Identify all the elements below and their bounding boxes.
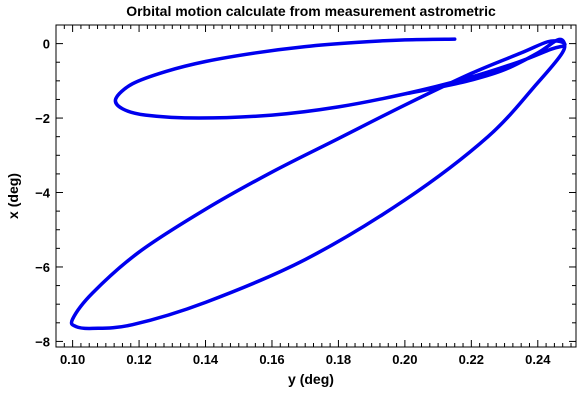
x-tick-label: 0.10 bbox=[60, 352, 85, 367]
x-tick-label: 0.16 bbox=[259, 352, 284, 367]
y-tick-label: −2 bbox=[35, 111, 50, 126]
series-group bbox=[69, 37, 567, 331]
chart-title: Orbital motion calculate from measuremen… bbox=[126, 3, 496, 19]
x-tick-label: 0.22 bbox=[459, 352, 484, 367]
y-tick-label: −6 bbox=[35, 260, 50, 275]
x-axis-label: y (deg) bbox=[288, 371, 334, 387]
y-tick-label: −4 bbox=[35, 186, 51, 201]
y-axis-label: x (deg) bbox=[5, 173, 21, 219]
x-tick-label: 0.12 bbox=[126, 352, 151, 367]
y-tick-label: −8 bbox=[35, 334, 50, 349]
y-tick-label: 0 bbox=[43, 37, 50, 52]
x-tick-label: 0.24 bbox=[525, 352, 551, 367]
plot-frame bbox=[55, 24, 577, 348]
x-tick-label: 0.14 bbox=[193, 352, 219, 367]
x-tick-label: 0.20 bbox=[392, 352, 417, 367]
x-tick-label: 0.18 bbox=[326, 352, 351, 367]
axis-ticks: 0.10 0.12 0.14 0.16 0.18 0.20 0.22 0.24 0 −2 −4 −6 −… bbox=[35, 25, 576, 367]
orbit-series-line bbox=[69, 37, 567, 331]
